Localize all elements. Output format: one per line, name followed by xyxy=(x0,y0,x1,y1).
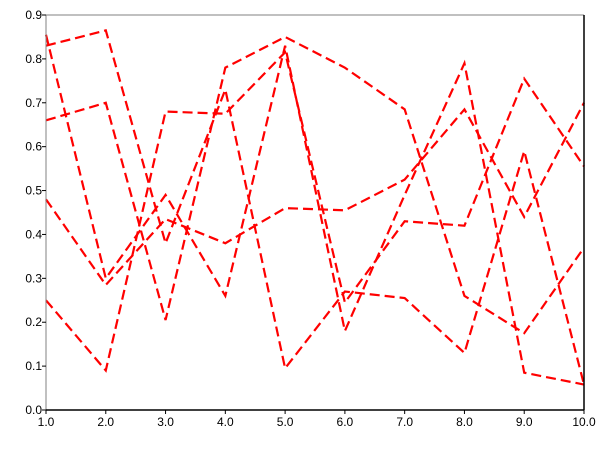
x-tick-label: 1.0 xyxy=(38,415,55,429)
y-tick-label: 0.4 xyxy=(25,227,42,241)
series-line-2 xyxy=(46,30,584,384)
y-tick-label: 0.5 xyxy=(25,184,42,198)
y-tick-label: 0.9 xyxy=(25,8,42,22)
y-tick-label: 0.2 xyxy=(25,315,42,329)
series-line-1 xyxy=(46,35,584,385)
x-tick-label: 3.0 xyxy=(157,415,174,429)
x-tick-label: 2.0 xyxy=(97,415,114,429)
y-tick-label: 0.7 xyxy=(25,96,42,110)
series-line-4 xyxy=(46,52,584,370)
y-tick-label: 0.6 xyxy=(25,140,42,154)
x-ticks: 1.0 2.0 3.0 4.0 5.0 6.0 7.0 8.0 9.0 10.0 xyxy=(38,410,596,429)
y-tick-label: 0.8 xyxy=(25,52,42,66)
x-tick-label: 5.0 xyxy=(277,415,294,429)
x-tick-label: 6.0 xyxy=(337,415,354,429)
x-tick-label: 8.0 xyxy=(456,415,473,429)
series-layer xyxy=(46,30,584,384)
x-tick-label: 10.0 xyxy=(572,415,596,429)
y-tick-label: 0.3 xyxy=(25,271,42,285)
y-ticks: 0.00.10.20.30.40.50.60.70.80.9 xyxy=(25,8,46,417)
x-tick-label: 9.0 xyxy=(516,415,533,429)
x-tick-label: 4.0 xyxy=(217,415,234,429)
y-tick-label: 0.1 xyxy=(25,359,42,373)
x-tick-label: 7.0 xyxy=(396,415,413,429)
